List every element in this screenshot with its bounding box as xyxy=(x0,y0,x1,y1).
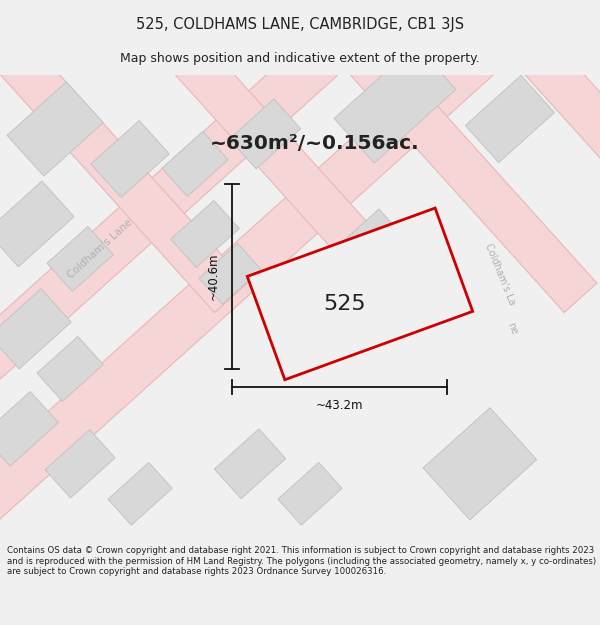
Polygon shape xyxy=(338,0,600,312)
Polygon shape xyxy=(278,462,342,525)
Polygon shape xyxy=(7,82,103,176)
Text: Map shows position and indicative extent of the property.: Map shows position and indicative extent… xyxy=(120,52,480,65)
Polygon shape xyxy=(423,408,537,520)
Text: Contains OS data © Crown copyright and database right 2021. This information is : Contains OS data © Crown copyright and d… xyxy=(7,546,596,576)
Polygon shape xyxy=(37,336,103,401)
Polygon shape xyxy=(0,0,600,532)
Polygon shape xyxy=(229,99,301,169)
Polygon shape xyxy=(362,247,427,311)
Polygon shape xyxy=(0,289,71,369)
Polygon shape xyxy=(0,0,422,312)
Polygon shape xyxy=(47,226,113,291)
Polygon shape xyxy=(0,0,600,392)
Text: ne: ne xyxy=(505,321,519,336)
Polygon shape xyxy=(108,462,172,525)
Polygon shape xyxy=(91,121,169,198)
Polygon shape xyxy=(247,208,473,380)
Text: 525, COLDHAMS LANE, CAMBRIDGE, CB1 3JS: 525, COLDHAMS LANE, CAMBRIDGE, CB1 3JS xyxy=(136,16,464,31)
Polygon shape xyxy=(334,209,406,279)
Polygon shape xyxy=(334,45,456,163)
Polygon shape xyxy=(199,244,261,304)
Text: Coldham's Lane: Coldham's Lane xyxy=(66,217,134,281)
Polygon shape xyxy=(0,391,58,466)
Polygon shape xyxy=(0,0,247,312)
Text: 525: 525 xyxy=(323,294,366,314)
Polygon shape xyxy=(45,429,115,498)
Text: ~43.2m: ~43.2m xyxy=(316,399,363,412)
Text: Coldham's La: Coldham's La xyxy=(483,242,517,306)
Polygon shape xyxy=(162,131,228,196)
Polygon shape xyxy=(466,76,554,162)
Text: ~630m²/~0.156ac.: ~630m²/~0.156ac. xyxy=(210,134,420,154)
Polygon shape xyxy=(163,0,597,312)
Polygon shape xyxy=(214,429,286,499)
Polygon shape xyxy=(0,181,74,267)
Polygon shape xyxy=(171,201,239,268)
Text: ~40.6m: ~40.6m xyxy=(207,253,220,300)
